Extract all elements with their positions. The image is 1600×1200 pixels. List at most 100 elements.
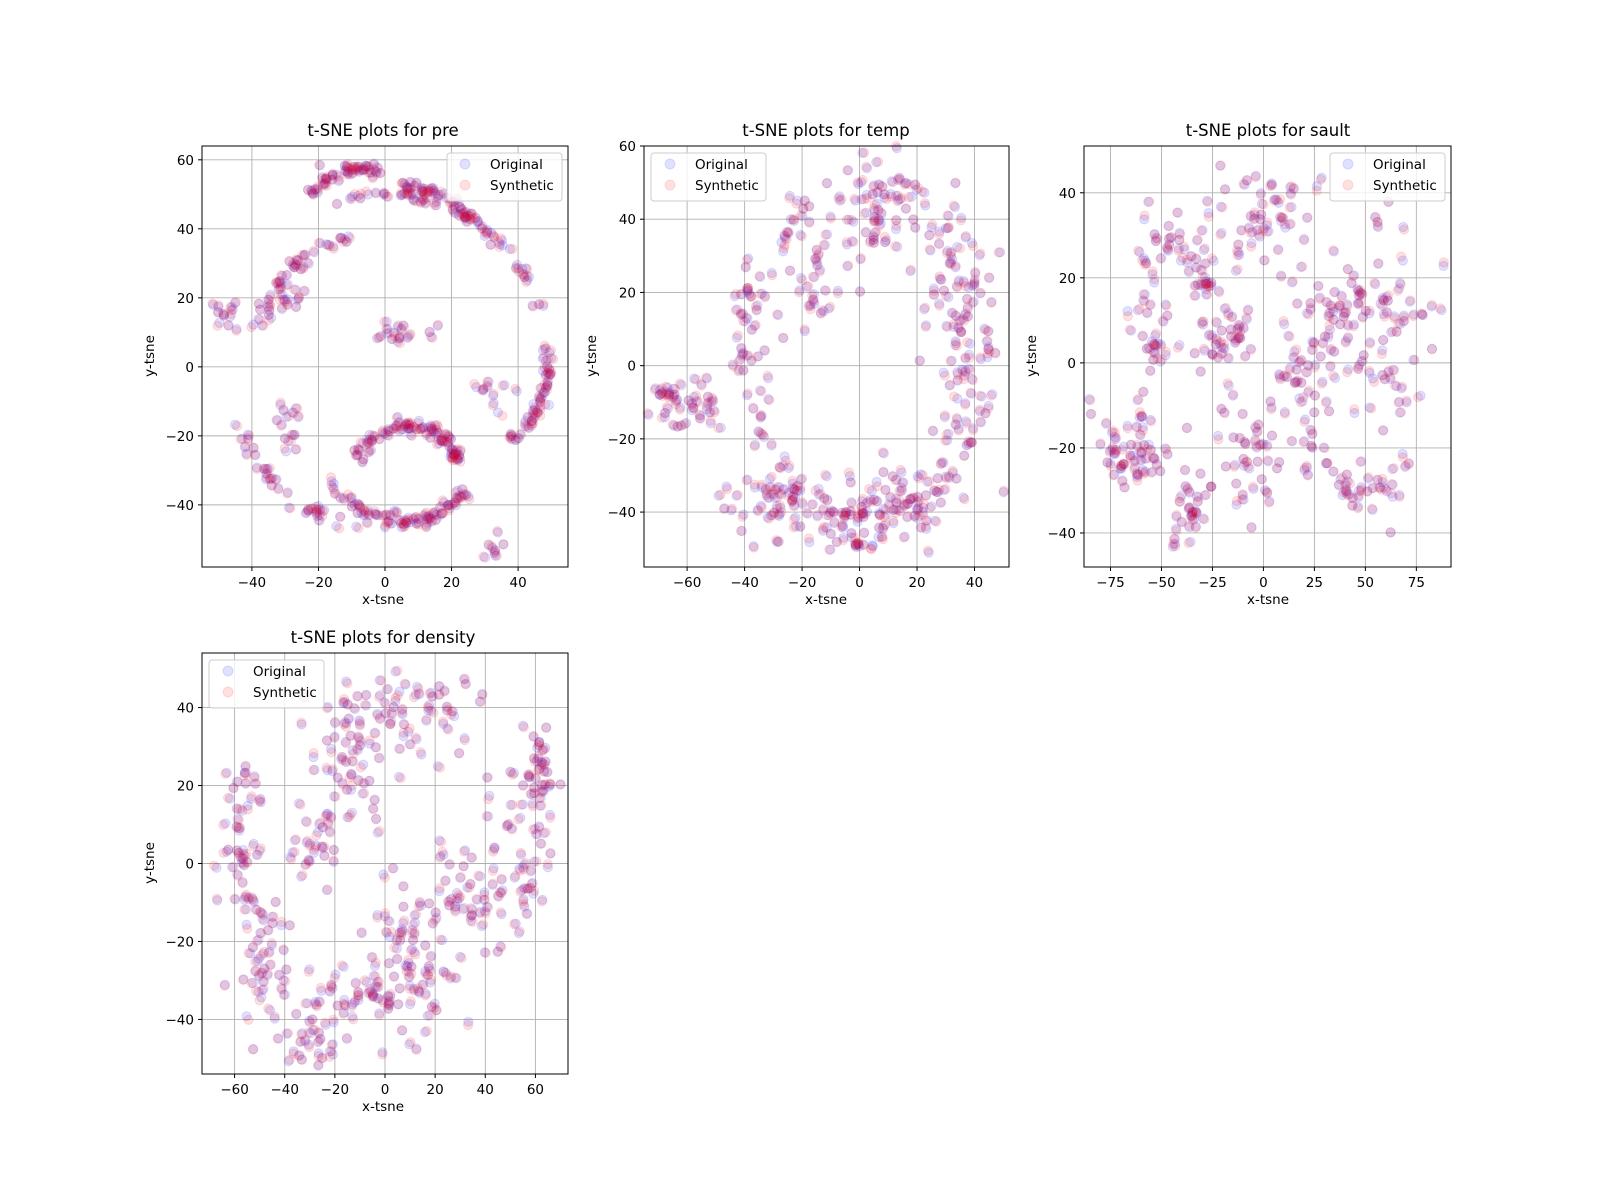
scatter-point-synthetic xyxy=(1164,221,1175,232)
scatter-point-synthetic xyxy=(327,764,338,775)
scatter-point-synthetic xyxy=(779,239,790,251)
scatter-point-original xyxy=(411,424,422,435)
scatter-point-synthetic xyxy=(415,747,426,758)
scatter-point-synthetic xyxy=(232,776,243,788)
scatter-point-original xyxy=(452,453,463,464)
scatter-point-synthetic xyxy=(334,233,345,244)
legend-label-original: Original xyxy=(253,664,306,680)
scatter-point-synthetic xyxy=(975,390,986,401)
scatter-point-synthetic xyxy=(1378,335,1389,346)
scatter-point-original xyxy=(479,230,490,242)
scatter-point-synthetic xyxy=(418,980,429,991)
scatter-point-synthetic xyxy=(392,690,403,701)
scatter-point-original xyxy=(363,447,374,458)
scatter-point-synthetic xyxy=(291,444,302,455)
scatter-point-original xyxy=(510,435,522,446)
scatter-point-synthetic xyxy=(1157,315,1168,326)
scatter-point-original xyxy=(408,514,419,525)
scatter-point-original xyxy=(319,505,330,516)
scatter-point-synthetic xyxy=(241,777,252,789)
scatter-point-synthetic xyxy=(759,292,771,303)
scatter-point-original xyxy=(303,505,314,516)
scatter-point-synthetic xyxy=(1315,351,1326,362)
scatter-point-synthetic xyxy=(1187,515,1198,526)
scatter-point-synthetic xyxy=(1246,522,1257,534)
scatter-point-synthetic xyxy=(272,1033,283,1044)
scatter-point-synthetic xyxy=(940,435,951,446)
scatter-point-original xyxy=(282,487,293,498)
scatter-point-synthetic xyxy=(1161,444,1172,455)
scatter-point-original xyxy=(436,508,447,519)
scatter-point-synthetic xyxy=(936,274,947,285)
scatter-point-synthetic xyxy=(858,528,869,539)
scatter-point-synthetic xyxy=(356,927,367,938)
scatter-point-synthetic xyxy=(753,505,764,517)
scatter-point-synthetic xyxy=(982,348,994,359)
scatter-point-synthetic xyxy=(432,319,444,330)
scatter-point-synthetic xyxy=(424,898,435,909)
y-tick-label: −40 xyxy=(166,498,195,514)
scatter-point-synthetic xyxy=(487,878,498,889)
scatter-point-synthetic xyxy=(880,236,891,248)
scatter-point-synthetic xyxy=(855,287,866,298)
scatter-point-synthetic xyxy=(1311,185,1322,196)
scatter-point-synthetic xyxy=(1340,478,1351,489)
scatter-point-synthetic xyxy=(538,298,549,309)
scatter-point-original xyxy=(431,200,442,211)
scatter-point-original xyxy=(418,185,429,196)
legend-marker-original xyxy=(1342,158,1354,170)
scatter-point-original xyxy=(278,294,289,305)
scatter-point-synthetic xyxy=(348,161,359,172)
scatter-point-synthetic xyxy=(1192,496,1203,507)
scatter-point-synthetic xyxy=(431,907,442,918)
scatter-point-synthetic xyxy=(1149,274,1160,285)
scatter-point-synthetic xyxy=(807,294,818,306)
scatter-point-synthetic xyxy=(353,522,364,534)
scatter-point-original xyxy=(282,294,293,305)
scatter-point-synthetic xyxy=(410,732,421,743)
scatter-point-synthetic xyxy=(749,441,760,452)
scatter-point-synthetic xyxy=(246,892,257,903)
scatter-point-synthetic xyxy=(223,320,234,331)
scatter-point-synthetic xyxy=(1262,455,1273,466)
y-axis-label: y-tsne xyxy=(142,842,158,884)
scatter-point-synthetic xyxy=(1276,271,1287,282)
scatter-point-original xyxy=(530,404,541,415)
scatter-point-original xyxy=(420,509,431,520)
scatter-point-synthetic xyxy=(238,974,249,986)
scatter-point-synthetic xyxy=(262,472,273,484)
scatter-point-synthetic xyxy=(887,177,899,188)
scatter-point-original xyxy=(433,189,444,201)
scatter-point-original xyxy=(518,268,529,280)
scatter-point-synthetic xyxy=(265,959,276,970)
x-tick-label: 40 xyxy=(509,575,526,591)
scatter-point-original xyxy=(422,514,433,525)
scatter-point-original xyxy=(466,208,477,219)
scatter-point-original xyxy=(274,276,285,287)
scatter-point-synthetic xyxy=(386,709,397,720)
scatter-point-original xyxy=(341,236,352,247)
scatter-point-synthetic xyxy=(821,510,832,521)
scatter-point-synthetic xyxy=(713,422,724,434)
scatter-point-synthetic xyxy=(379,872,390,883)
scatter-point-synthetic xyxy=(1328,245,1339,256)
scatter-point-synthetic xyxy=(542,859,553,870)
scatter-point-original xyxy=(218,310,230,321)
scatter-point-original xyxy=(354,161,365,172)
scatter-point-synthetic xyxy=(849,193,860,204)
scatter-point-synthetic xyxy=(487,865,499,877)
scatter-point-synthetic xyxy=(788,501,799,512)
scatter-point-synthetic xyxy=(791,198,802,209)
scatter-point-original xyxy=(418,422,429,433)
scatter-point-synthetic xyxy=(1246,241,1257,252)
scatter-point-original xyxy=(512,433,524,444)
scatter-point-synthetic xyxy=(983,272,994,283)
subplot-pre: t-SNE plots for pre x-tsne y-tsne −40 −20… xyxy=(142,121,569,608)
scatter-point-original xyxy=(422,512,433,523)
scatter-point-synthetic xyxy=(455,872,466,883)
scatter-point-original xyxy=(282,269,293,281)
scatter-point-original xyxy=(456,203,467,214)
scatter-point-synthetic xyxy=(319,850,330,862)
scatter-point-synthetic xyxy=(250,965,261,976)
scatter-point-original xyxy=(498,539,509,550)
